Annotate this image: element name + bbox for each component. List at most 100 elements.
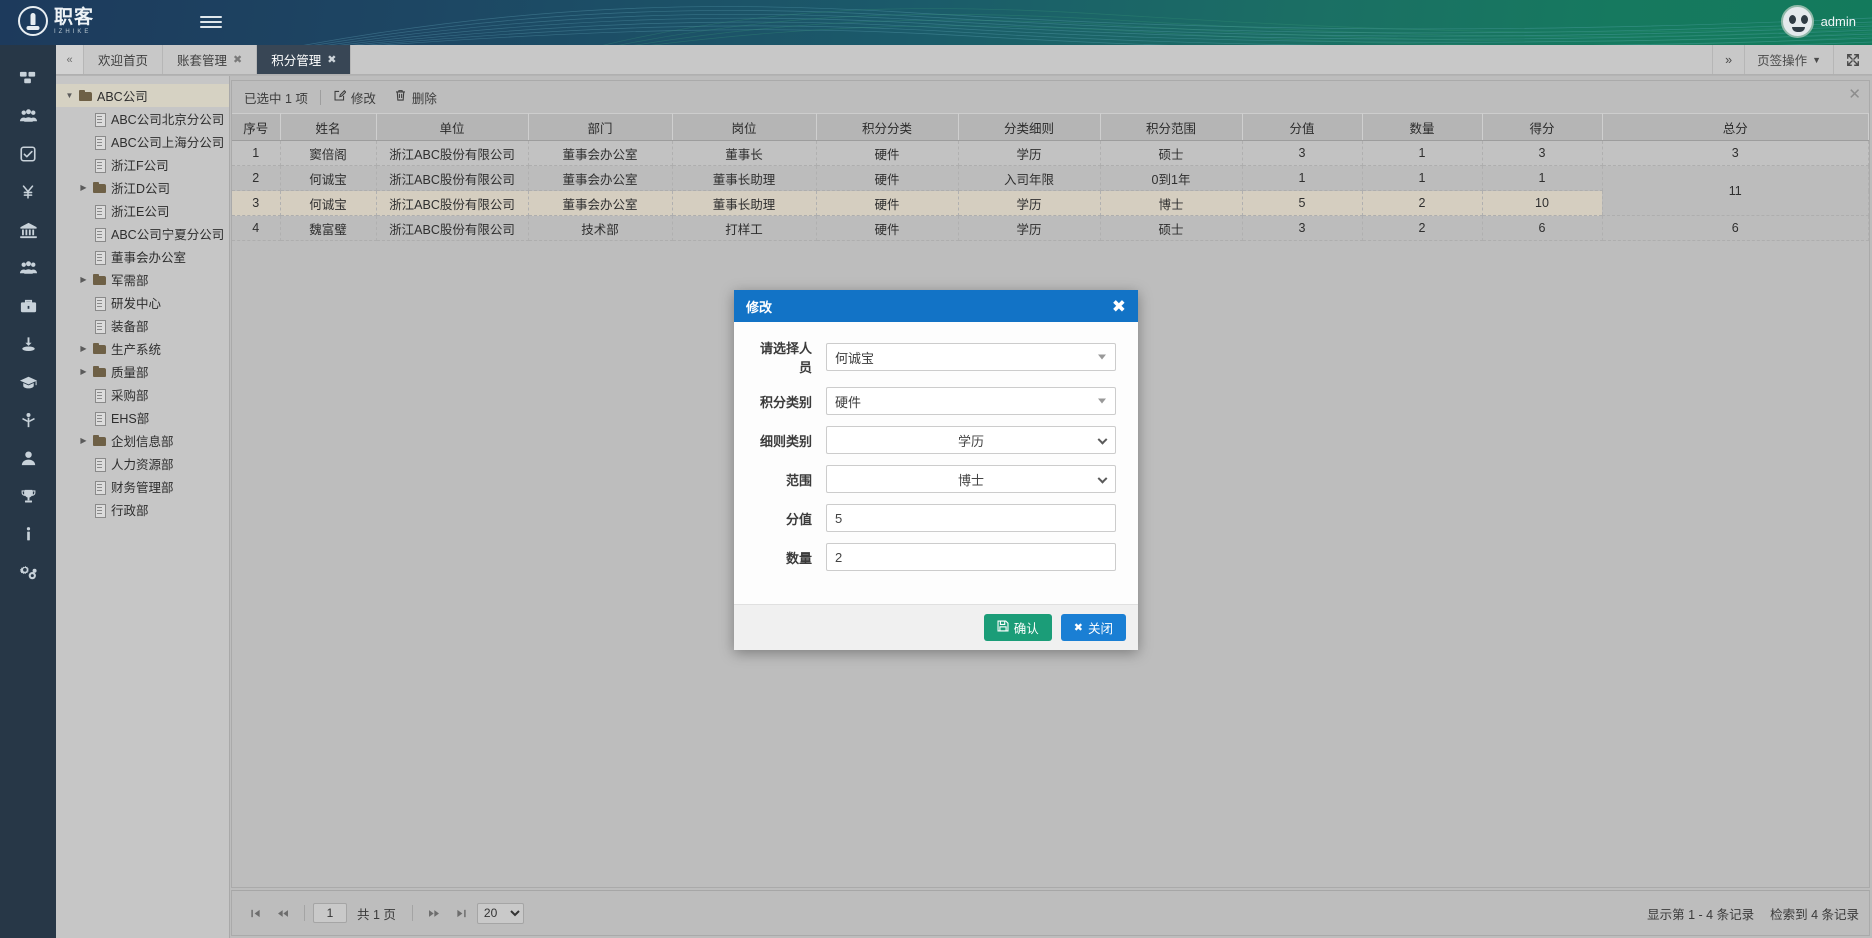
page-size-select[interactable]: 102050100: [476, 902, 524, 924]
chevron-right-icon[interactable]: ▶: [80, 275, 87, 284]
form-control-select[interactable]: 学历: [826, 426, 1116, 454]
tabs-scroll-prev-button[interactable]: «: [56, 45, 84, 74]
form-control-select[interactable]: 博士: [826, 465, 1116, 493]
user-icon[interactable]: [0, 439, 56, 477]
column-header-8[interactable]: 分值: [1242, 113, 1363, 141]
bank-icon[interactable]: [0, 211, 56, 249]
chevron-right-icon[interactable]: ▶: [80, 183, 87, 192]
chevron-right-icon[interactable]: ▶: [80, 344, 87, 353]
tree-node-7[interactable]: 董事会办公室: [56, 245, 229, 268]
column-header-3[interactable]: 部门: [528, 113, 673, 141]
column-header-0[interactable]: 序号: [232, 113, 281, 141]
tree-node-5[interactable]: 浙江E公司: [56, 199, 229, 222]
column-header-10[interactable]: 得分: [1482, 113, 1603, 141]
tabs-scroll-next-button[interactable]: »: [1712, 45, 1744, 74]
tree-node-2[interactable]: ABC公司上海分公司: [56, 130, 229, 153]
prev-page-button[interactable]: [270, 902, 296, 924]
tree-node-8[interactable]: ▶ 军需部: [56, 268, 229, 291]
first-page-button[interactable]: [242, 902, 268, 924]
users-icon[interactable]: [0, 249, 56, 287]
header-wave-decoration: [303, 6, 1872, 45]
trophy-icon[interactable]: [0, 477, 56, 515]
check-square-icon[interactable]: [0, 135, 56, 173]
info-icon[interactable]: [0, 515, 56, 553]
brand-logo[interactable]: 职客 IZHIKE: [18, 6, 94, 36]
download-icon[interactable]: [0, 325, 56, 363]
tab-account-set-management[interactable]: 账套管理 ✖: [163, 45, 258, 74]
column-header-11[interactable]: 总分: [1602, 113, 1869, 141]
column-header-1[interactable]: 姓名: [280, 113, 377, 141]
cell-rule: 入司年限: [958, 165, 1101, 191]
tree-node-17[interactable]: 财务管理部: [56, 475, 229, 498]
grid-scroll-region[interactable]: 序号 姓名 单位 部门 岗位 积分分类 分类细则 积分范围 分值 数量 得分 总分 1 窦倍阁 浙江ABC…: [232, 113, 1869, 887]
form-control-input[interactable]: 5: [826, 504, 1116, 532]
column-header-2[interactable]: 单位: [376, 113, 529, 141]
tree-node-10[interactable]: 装备部: [56, 314, 229, 337]
table-row[interactable]: 3 何诚宝 浙江ABC股份有限公司 董事会办公室 董事长助理 硬件 学历 博士 5 2 10: [232, 190, 1869, 216]
pager: 共 1 页 102050100: [242, 902, 524, 924]
column-header-9[interactable]: 数量: [1362, 113, 1483, 141]
last-page-button[interactable]: [449, 902, 475, 924]
gears-icon[interactable]: [0, 553, 56, 591]
form-control-input[interactable]: 2: [826, 543, 1116, 571]
form-label: 细则类别: [759, 433, 812, 449]
table-row[interactable]: 1 窦倍阁 浙江ABC股份有限公司 董事会办公室 董事长 硬件 学历 硕士 3 1 3 3: [232, 140, 1869, 166]
folder-icon: [93, 342, 107, 356]
tree-node-16[interactable]: 人力资源部: [56, 452, 229, 475]
form-control-select[interactable]: 硬件: [826, 387, 1116, 415]
close-icon[interactable]: ✖: [1111, 296, 1126, 316]
next-page-button[interactable]: [421, 902, 447, 924]
tree-node-11[interactable]: ▶ 生产系统: [56, 337, 229, 360]
edit-button[interactable]: 修改: [333, 88, 376, 107]
graduation-cap-icon[interactable]: [0, 363, 56, 401]
tab-close-icon[interactable]: ✖: [233, 54, 243, 66]
group-icon[interactable]: [0, 97, 56, 135]
tree-node-9[interactable]: 研发中心: [56, 291, 229, 314]
tree-node-0[interactable]: ▼ ABC公司: [56, 84, 229, 107]
page-number-input[interactable]: [313, 903, 347, 923]
close-button[interactable]: ✖ 关闭: [1060, 614, 1126, 641]
column-header-5[interactable]: 积分分类: [816, 113, 959, 141]
tab-close-icon[interactable]: ✖: [327, 54, 337, 66]
file-icon: [93, 411, 107, 426]
tree-node-15[interactable]: ▶ 企划信息部: [56, 429, 229, 452]
blocks-icon[interactable]: [0, 59, 56, 97]
tree-node-3[interactable]: 浙江F公司: [56, 153, 229, 176]
file-icon: [93, 112, 107, 127]
org-tree-panel[interactable]: ▼ ABC公司 ABC公司北京分公司 ABC公司上海分公司 浙江F公司 ▶ 浙江D公司 浙江E…: [56, 76, 230, 938]
tree-node-18[interactable]: 行政部: [56, 498, 229, 521]
delete-button[interactable]: 删除: [394, 88, 437, 107]
column-header-7[interactable]: 积分范围: [1100, 113, 1243, 141]
tree-node-6[interactable]: ABC公司宁夏分公司: [56, 222, 229, 245]
panel-close-icon[interactable]: ✕: [1848, 86, 1861, 103]
table-row[interactable]: 4 魏富璧 浙江ABC股份有限公司 技术部 打样工 硬件 学历 硕士 3 2 6 6: [232, 215, 1869, 241]
cell-name: 魏富璧: [280, 215, 377, 241]
caret-down-icon: [1098, 354, 1106, 360]
yen-icon[interactable]: [0, 173, 56, 211]
briefcase-icon[interactable]: [0, 287, 56, 325]
form-control-select[interactable]: 何诚宝: [826, 343, 1116, 371]
expand-icon[interactable]: [1833, 45, 1872, 74]
column-header-4[interactable]: 岗位: [672, 113, 817, 141]
tree-node-12[interactable]: ▶ 质量部: [56, 360, 229, 383]
chevron-down-icon[interactable]: ▼: [65, 91, 74, 100]
form-row-5: 数量 2: [748, 543, 1116, 571]
table-row[interactable]: 2 何诚宝 浙江ABC股份有限公司 董事会办公室 董事长助理 硬件 入司年限 0到1年 1 1 1 1…: [232, 165, 1869, 216]
chevron-right-icon[interactable]: ▶: [80, 367, 87, 376]
tab-operations-dropdown[interactable]: 页签操作 ▼: [1744, 45, 1833, 74]
confirm-label: 确认: [1013, 622, 1039, 636]
tab-points-management[interactable]: 积分管理 ✖: [257, 45, 352, 74]
tab-welcome[interactable]: 欢迎首页: [84, 45, 164, 74]
hamburger-icon[interactable]: [200, 13, 222, 31]
modal-title: 修改: [746, 299, 773, 315]
tree-node-1[interactable]: ABC公司北京分公司: [56, 107, 229, 130]
column-header-6[interactable]: 分类细则: [958, 113, 1101, 141]
chevron-right-icon[interactable]: ▶: [80, 436, 87, 445]
tree-node-13[interactable]: 采购部: [56, 383, 229, 406]
user-menu[interactable]: admin: [1780, 5, 1856, 38]
tree-node-4[interactable]: ▶ 浙江D公司: [56, 176, 229, 199]
confirm-button[interactable]: 确认: [983, 614, 1052, 641]
cell-name: 窦倍阁: [280, 140, 377, 166]
tree-node-14[interactable]: EHS部: [56, 406, 229, 429]
person-raise-icon[interactable]: [0, 401, 56, 439]
